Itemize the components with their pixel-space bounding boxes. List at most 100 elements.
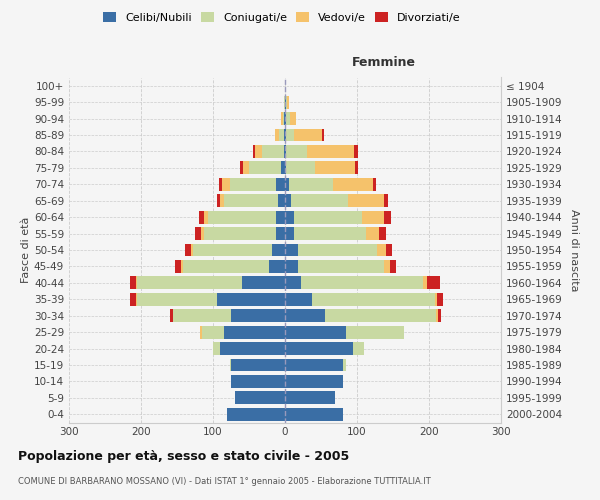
Bar bbox=[285, 358, 343, 372]
Bar bbox=[286, 145, 307, 158]
Bar bbox=[281, 112, 283, 125]
Y-axis label: Fasce di età: Fasce di età bbox=[21, 217, 31, 283]
Bar bbox=[230, 178, 277, 190]
Bar bbox=[354, 145, 358, 158]
Bar bbox=[293, 128, 322, 141]
Bar bbox=[285, 96, 286, 108]
Bar bbox=[213, 342, 220, 355]
Bar bbox=[205, 210, 208, 224]
Bar bbox=[223, 178, 230, 190]
Bar bbox=[284, 128, 285, 141]
Bar bbox=[249, 162, 281, 174]
Bar bbox=[201, 227, 205, 240]
Bar bbox=[217, 194, 220, 207]
Bar bbox=[390, 260, 396, 273]
Bar bbox=[307, 145, 354, 158]
Bar bbox=[278, 194, 285, 207]
Bar bbox=[224, 194, 278, 207]
Bar bbox=[269, 260, 285, 273]
Bar bbox=[278, 128, 284, 141]
Bar bbox=[301, 276, 423, 289]
Bar bbox=[285, 293, 313, 306]
Bar bbox=[170, 310, 173, 322]
Bar bbox=[285, 145, 286, 158]
Bar bbox=[191, 244, 193, 256]
Bar bbox=[136, 293, 137, 306]
Legend: Celibi/Nubili, Coniugati/e, Vedovi/e, Divorziati/e: Celibi/Nubili, Coniugati/e, Vedovi/e, Di… bbox=[99, 8, 465, 28]
Bar bbox=[231, 310, 285, 322]
Bar bbox=[275, 128, 278, 141]
Bar bbox=[436, 310, 437, 322]
Bar bbox=[231, 375, 285, 388]
Bar bbox=[285, 128, 286, 141]
Bar bbox=[284, 112, 285, 125]
Bar bbox=[355, 162, 358, 174]
Bar bbox=[231, 358, 285, 372]
Bar bbox=[285, 194, 291, 207]
Text: Femmine: Femmine bbox=[352, 56, 416, 69]
Bar bbox=[272, 244, 285, 256]
Bar bbox=[285, 408, 343, 420]
Bar bbox=[353, 342, 364, 355]
Bar bbox=[205, 227, 277, 240]
Bar bbox=[435, 293, 437, 306]
Bar bbox=[285, 260, 298, 273]
Bar bbox=[255, 145, 262, 158]
Bar bbox=[200, 326, 202, 338]
Bar bbox=[175, 260, 181, 273]
Bar bbox=[253, 145, 255, 158]
Bar bbox=[298, 260, 385, 273]
Bar bbox=[293, 210, 362, 224]
Bar bbox=[183, 260, 269, 273]
Bar bbox=[219, 178, 223, 190]
Bar bbox=[385, 260, 390, 273]
Bar bbox=[285, 244, 298, 256]
Bar bbox=[437, 310, 441, 322]
Bar bbox=[199, 210, 205, 224]
Bar bbox=[285, 178, 289, 190]
Bar bbox=[373, 178, 376, 190]
Bar bbox=[277, 210, 285, 224]
Bar bbox=[286, 112, 290, 125]
Bar bbox=[285, 326, 346, 338]
Bar bbox=[243, 162, 249, 174]
Bar bbox=[224, 326, 285, 338]
Bar bbox=[362, 210, 383, 224]
Bar bbox=[437, 293, 443, 306]
Bar bbox=[365, 227, 379, 240]
Bar bbox=[208, 210, 277, 224]
Bar bbox=[242, 276, 285, 289]
Bar bbox=[173, 310, 231, 322]
Bar bbox=[137, 276, 242, 289]
Bar bbox=[325, 310, 436, 322]
Bar bbox=[195, 227, 201, 240]
Bar bbox=[285, 392, 335, 404]
Bar bbox=[285, 342, 353, 355]
Bar bbox=[293, 227, 365, 240]
Bar bbox=[385, 194, 388, 207]
Bar bbox=[284, 145, 285, 158]
Text: COMUNE DI BARBARANO MOSSANO (VI) - Dati ISTAT 1° gennaio 2005 - Elaborazione TUT: COMUNE DI BARBARANO MOSSANO (VI) - Dati … bbox=[18, 478, 431, 486]
Bar bbox=[349, 194, 385, 207]
Bar bbox=[262, 145, 284, 158]
Bar bbox=[383, 210, 391, 224]
Bar bbox=[427, 276, 440, 289]
Bar bbox=[286, 96, 287, 108]
Bar bbox=[379, 227, 386, 240]
Bar bbox=[377, 244, 386, 256]
Bar bbox=[193, 244, 272, 256]
Bar bbox=[386, 244, 392, 256]
Bar bbox=[277, 227, 285, 240]
Bar bbox=[137, 293, 217, 306]
Bar bbox=[287, 96, 289, 108]
Bar bbox=[239, 162, 243, 174]
Bar bbox=[220, 342, 285, 355]
Bar bbox=[285, 310, 325, 322]
Bar bbox=[283, 112, 284, 125]
Bar bbox=[290, 112, 296, 125]
Bar bbox=[285, 276, 301, 289]
Bar bbox=[181, 260, 183, 273]
Bar bbox=[423, 276, 427, 289]
Bar bbox=[220, 194, 224, 207]
Bar bbox=[136, 276, 137, 289]
